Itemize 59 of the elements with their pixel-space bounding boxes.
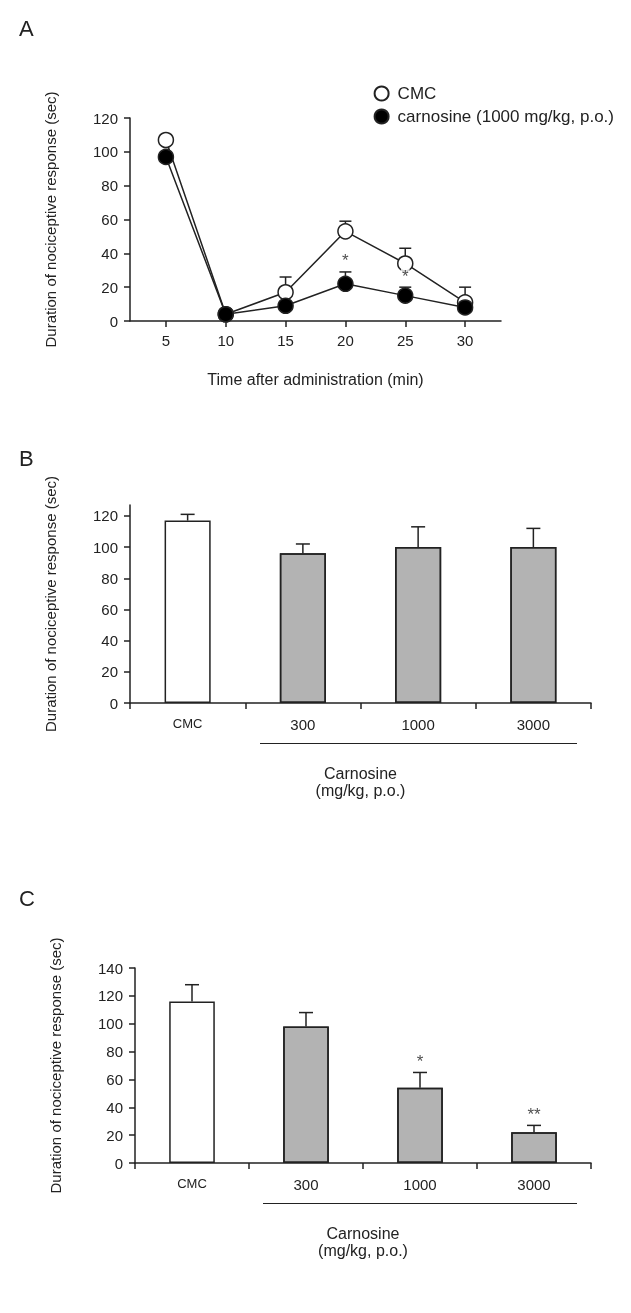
point	[397, 287, 414, 304]
y-tick-label: 80	[101, 177, 118, 195]
x-tick-label: 1000	[403, 1176, 437, 1193]
point	[277, 297, 294, 315]
point	[277, 284, 294, 301]
y-tick-label: 20	[101, 663, 118, 681]
x-tick-label: 30	[456, 332, 474, 349]
legend-label: carnosine (1000 mg/kg, p.o.)	[397, 107, 615, 126]
y-axis-title: Duration of nociceptive response (sec)	[47, 937, 64, 1194]
y-tick-label: 60	[101, 600, 118, 618]
x-tick-label: 1000	[401, 716, 435, 733]
y-tick-label: 120	[92, 507, 118, 525]
legend-label: CMC	[397, 84, 437, 103]
chart-title: A	[19, 15, 34, 41]
data-label: *	[342, 251, 350, 271]
y-tick-label: 120	[97, 987, 123, 1005]
x-tick-label: 3000	[516, 716, 551, 733]
y-tick-label: 100	[92, 143, 118, 161]
y-tick-label: 0	[109, 694, 118, 712]
x-tick-label: 300	[293, 1176, 319, 1193]
y-tick-label: 0	[109, 312, 118, 330]
point	[337, 275, 354, 293]
data-label: *	[401, 266, 409, 286]
point	[456, 299, 474, 316]
y-tick-label: 60	[101, 211, 118, 228]
x-tick-label: 25	[396, 332, 414, 349]
y-axis-title: Duration of nociceptive response (sec)	[42, 91, 59, 348]
x-tick-label: 15	[277, 332, 294, 349]
y-tick-label: 120	[92, 109, 118, 127]
y-tick-label: 140	[97, 959, 123, 977]
point	[157, 148, 175, 166]
y-tick-label: 80	[101, 569, 118, 587]
x-axis-title: Carnosine (mg/kg, p.o.)	[318, 1225, 408, 1259]
x-axis-title: Time after administration (min)	[207, 371, 424, 388]
point	[337, 223, 354, 240]
x-tick-label: 5	[161, 332, 171, 349]
x-tick-label: 3000	[517, 1176, 551, 1193]
chart-title: C	[19, 885, 35, 911]
data-label: *	[416, 1051, 424, 1071]
x-axis-title: Carnosine (mg/kg, p.o.)	[315, 765, 406, 799]
point	[157, 131, 175, 149]
data-label: **	[527, 1104, 541, 1124]
y-tick-label: 40	[106, 1098, 123, 1116]
y-tick-label: 0	[114, 1154, 123, 1172]
y-tick-label: 40	[101, 632, 118, 650]
y-tick-label: 20	[101, 278, 118, 296]
y-tick-label: 100	[92, 538, 118, 556]
x-tick-label: 10	[217, 332, 235, 349]
y-tick-label: 100	[97, 1015, 123, 1033]
y-tick-label: 40	[101, 244, 118, 262]
y-tick-label: 60	[106, 1070, 123, 1088]
x-tick-label: CMC	[177, 1176, 207, 1191]
y-tick-label: 80	[106, 1043, 123, 1061]
x-tick-label: 20	[337, 332, 354, 349]
y-axis-title: Duration of nociceptive response (sec)	[42, 476, 59, 732]
y-tick-label: 20	[106, 1126, 123, 1144]
chart-title: B	[19, 445, 34, 471]
x-tick-label: CMC	[172, 716, 203, 731]
x-tick-label: 300	[290, 716, 316, 733]
